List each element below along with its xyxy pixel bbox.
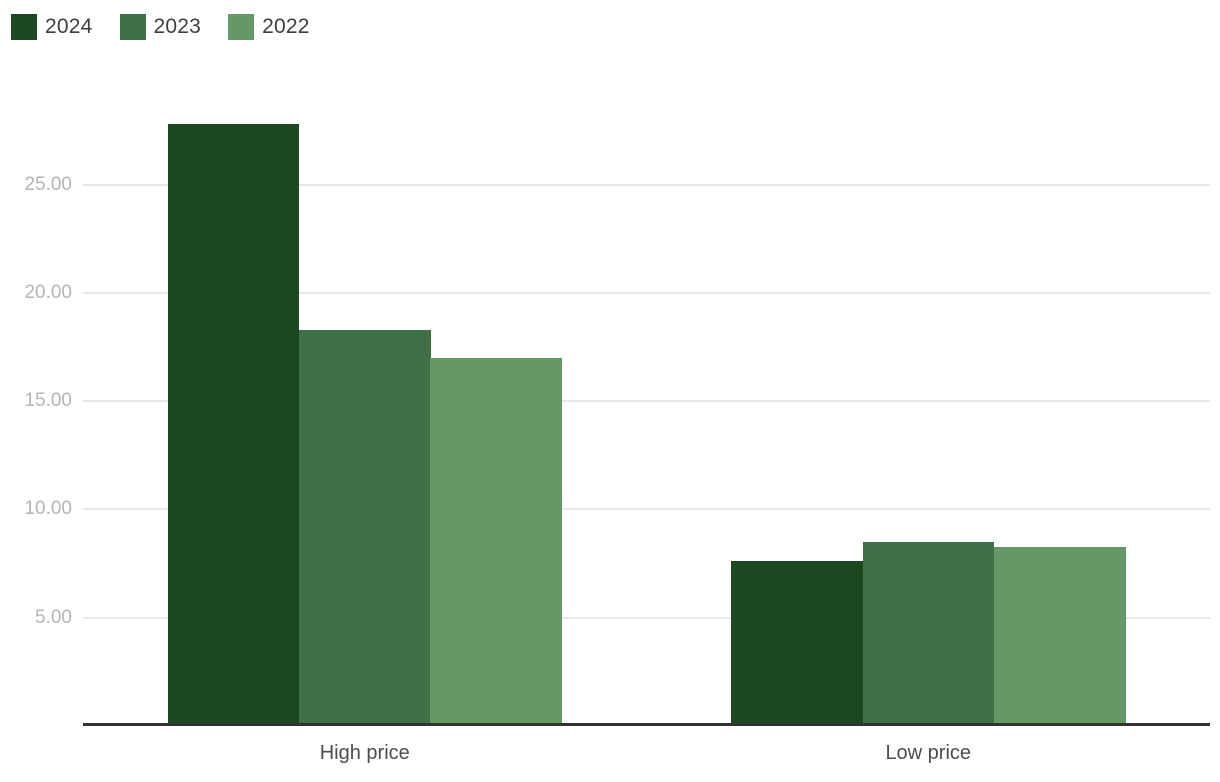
x-axis-line	[83, 723, 1210, 726]
legend-label-2024: 2024	[45, 15, 93, 38]
bar-2023-low-price[interactable]	[862, 541, 995, 726]
xcat-label-low-price: Low price	[885, 742, 972, 764]
legend-item-2022[interactable]: 2022	[228, 14, 310, 40]
ytick-label-20.00: 20.00	[24, 281, 72, 303]
legend-swatch-2022	[228, 14, 255, 40]
gridline-25.00	[83, 183, 1210, 186]
bar-2022-low-price[interactable]	[993, 547, 1126, 726]
legend-label-2023: 2023	[153, 15, 202, 38]
gridline-15.00	[83, 400, 1210, 403]
ytick-label-15.00: 15.00	[24, 390, 72, 412]
ytick-label-25.00: 25.00	[24, 173, 72, 195]
ytick-label-5.00: 5.00	[35, 606, 72, 628]
gridline-10.00	[83, 508, 1210, 511]
chart-legend: 2024 2023 2022	[11, 14, 310, 40]
gridline-20.00	[83, 291, 1210, 294]
legend-label-2022: 2022	[262, 15, 310, 38]
legend-item-2024[interactable]: 2024	[11, 14, 93, 40]
ytick-label-10.00: 10.00	[24, 498, 72, 520]
bar-2024-high-price[interactable]	[167, 123, 300, 726]
gridline-5.00	[83, 616, 1210, 619]
xcat-label-high-price: High price	[319, 742, 410, 764]
legend-item-2023[interactable]: 2023	[119, 14, 202, 40]
bar-2023-high-price[interactable]	[299, 329, 431, 726]
legend-swatch-2024	[11, 14, 37, 40]
legend-swatch-2023	[119, 14, 146, 40]
bar-2024-low-price[interactable]	[731, 561, 863, 726]
bar-2022-high-price[interactable]	[430, 357, 563, 726]
